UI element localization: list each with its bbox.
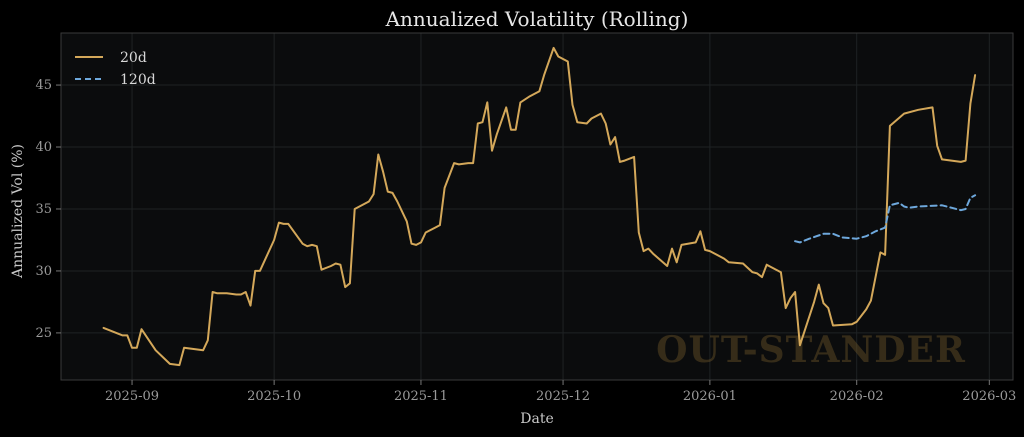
y-axis: 25 30 35 40 45 (35, 78, 61, 341)
x-tick-label: 2026-01 (683, 389, 737, 404)
x-tick-label: 2025-11 (394, 389, 448, 404)
series-layer (102, 46, 977, 367)
chart-title: Annualized Volatility (Rolling) (385, 7, 689, 31)
x-axis-label: Date (520, 411, 553, 427)
y-tick-label: 35 (35, 202, 52, 217)
x-tick-label: 2026-02 (830, 389, 884, 404)
legend-label-20d: 20d (120, 50, 147, 66)
x-tick-label: 2025-10 (247, 389, 301, 404)
legend-label-120d: 120d (120, 72, 156, 88)
y-tick-label: 45 (35, 78, 52, 93)
y-tick-label: 30 (35, 264, 52, 279)
grid (61, 33, 1013, 380)
y-tick-label: 40 (35, 140, 52, 155)
y-axis-label: Annualized Vol (%) (10, 144, 26, 279)
x-tick-label: 2025-09 (105, 389, 159, 404)
x-tick-label: 2026-03 (962, 389, 1016, 404)
legend: 20d 120d (75, 50, 156, 88)
y-tick-label: 25 (35, 326, 52, 341)
watermark-text: OUT-STANDER (656, 329, 966, 371)
plot-frame (60, 32, 1014, 381)
series-line-120d (794, 194, 977, 244)
series-line-20d (102, 46, 977, 367)
x-tick-label: 2025-12 (536, 389, 590, 404)
x-axis: 2025-09 2025-10 2025-11 2025-12 2026-01 2026-… (105, 380, 1016, 404)
